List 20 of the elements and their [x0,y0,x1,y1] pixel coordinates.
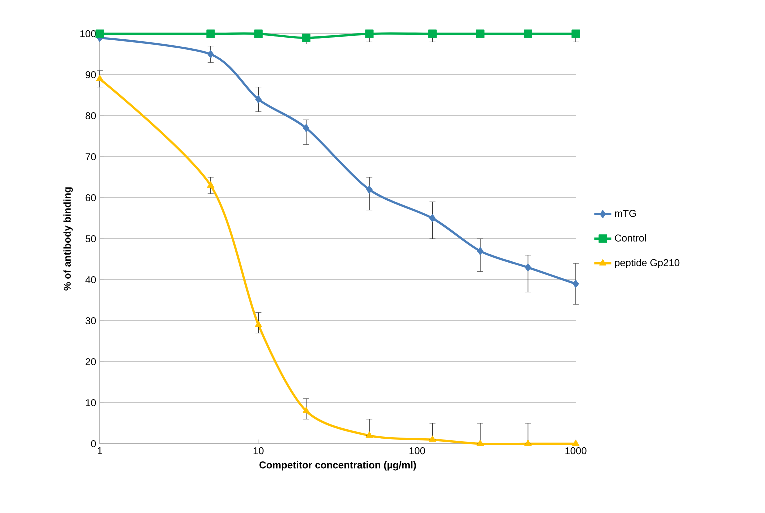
y-axis-title: % of antibody binding [64,188,74,291]
x-tick-label: 10 [254,448,264,455]
legend-label: peptide Gp210 [615,259,680,268]
y-tick-label: 90 [86,71,96,79]
legend-label: Control [615,234,646,242]
y-tick-label: 100 [80,30,96,38]
y-tick-label: 40 [86,276,96,284]
y-tick-label: 50 [86,235,96,243]
y-tick-label: 30 [86,317,96,325]
y-tick-label: 60 [86,194,96,202]
y-tick-label: 70 [86,153,96,161]
y-tick-label: 0 [91,440,96,448]
y-tick-label: 80 [86,112,96,120]
y-tick-label: 10 [86,399,96,407]
y-tick-label: 20 [86,358,96,366]
x-tick-label: 100 [410,448,426,455]
x-axis-title: Competitor concentration (µg/ml) [260,461,416,471]
legend-label: mTG [615,210,636,218]
x-tick-label: 1 [98,448,102,454]
x-tick-label: 1000 [566,448,587,455]
